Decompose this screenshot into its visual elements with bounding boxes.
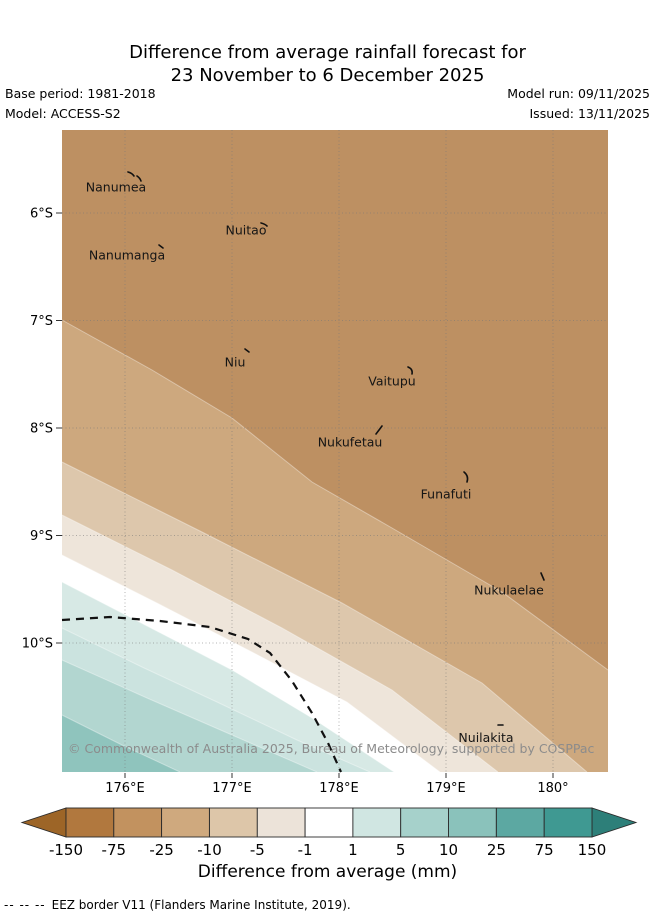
model-text: Model: ACCESS-S2 bbox=[5, 106, 121, 121]
base-period-text: Base period: 1981-2018 bbox=[5, 86, 156, 101]
colorbar-tick: -1 bbox=[298, 841, 313, 859]
island-marker-nanumea bbox=[127, 171, 142, 182]
colorbar-segment bbox=[304, 807, 354, 838]
island-marker-funafuti bbox=[463, 471, 469, 483]
island-marker-nuitao bbox=[260, 222, 268, 227]
band-10-to-25 bbox=[62, 660, 317, 772]
lon-label: 176°E bbox=[105, 781, 145, 796]
contour-line bbox=[61, 514, 499, 773]
colorbar-segment bbox=[256, 807, 306, 838]
figure-title-line1: Difference from average rainfall forecas… bbox=[129, 42, 526, 63]
copyright-text: © Commonwealth of Australia 2025, Bureau… bbox=[68, 741, 594, 756]
colorbar-tick: -10 bbox=[197, 841, 222, 859]
issued-text: Issued: 13/11/2025 bbox=[529, 106, 651, 121]
colorbar: -150 -75 -25 -10 -5 -1 1 5 10 25 75 150 bbox=[20, 807, 638, 859]
graticule bbox=[62, 130, 608, 772]
island-label-niu: Niu bbox=[225, 355, 246, 370]
latitude-axis: 6°S 7°S 8°S 9°S 10°S bbox=[22, 207, 62, 652]
colorbar-tick: 25 bbox=[487, 841, 506, 859]
eez-border-line bbox=[61, 615, 343, 773]
colorbar-tick: -5 bbox=[250, 841, 265, 859]
eez-legend-text: EEZ border V11 (Flanders Marine Institut… bbox=[51, 898, 351, 912]
contour-line bbox=[61, 627, 371, 773]
island-label-nukufetau: Nukufetau bbox=[318, 435, 383, 450]
figure-title-line2: 23 November to 6 December 2025 bbox=[170, 65, 485, 86]
island-label-vaitupu: Vaitupu bbox=[368, 374, 415, 389]
island-label-nuitao: Nuitao bbox=[226, 223, 267, 238]
model-run-text: Model run: 09/11/2025 bbox=[507, 86, 650, 101]
colorbar-tick: -25 bbox=[149, 841, 174, 859]
island-label-nanumanga: Nanumanga bbox=[89, 248, 165, 263]
band-25-to-75 bbox=[62, 715, 180, 772]
colorbar-segment bbox=[65, 807, 115, 838]
colorbar-segment bbox=[543, 807, 593, 838]
lon-label: 177°E bbox=[212, 781, 252, 796]
island-label-nukulaelae: Nukulaelae bbox=[474, 583, 544, 598]
island-marker-vaitupu bbox=[407, 366, 413, 375]
lon-label: 180° bbox=[537, 781, 568, 796]
colorbar-tick: -75 bbox=[102, 841, 127, 859]
colorbar-label: Difference from average (mm) bbox=[197, 862, 458, 882]
colorbar-segment bbox=[448, 807, 497, 838]
colorbar-tick: 10 bbox=[439, 841, 458, 859]
colorbar-arrow-right bbox=[591, 807, 638, 838]
colorbar-segment bbox=[400, 807, 449, 838]
lon-label: 178°E bbox=[319, 781, 359, 796]
colorbar-segment bbox=[161, 807, 210, 838]
lat-label: 10°S bbox=[22, 637, 53, 652]
island-marker-nanumanga bbox=[158, 244, 164, 249]
colorbar-tick: 5 bbox=[396, 841, 406, 859]
lat-label: 6°S bbox=[30, 207, 53, 222]
island-label-nanumea: Nanumea bbox=[86, 180, 146, 195]
lat-label: 7°S bbox=[30, 314, 53, 329]
contour-line bbox=[61, 714, 181, 773]
contour-line bbox=[61, 461, 588, 773]
colorbar-tick: -150 bbox=[49, 841, 83, 859]
map-canvas: 6°S 7°S 8°S 9°S 10°S 176°E 177°E 178°E 1… bbox=[22, 130, 609, 796]
contour-line bbox=[61, 319, 609, 671]
colorbar-tick: 150 bbox=[578, 841, 607, 859]
island-marker-nukulaelae bbox=[540, 572, 545, 581]
contour-line bbox=[61, 659, 318, 773]
lat-label: 8°S bbox=[30, 422, 53, 437]
island-label-nuilakita: Nuilakita bbox=[458, 730, 513, 745]
colorbar-tick: 75 bbox=[535, 841, 554, 859]
colorbar-segment bbox=[113, 807, 163, 838]
lat-label: 9°S bbox=[30, 529, 53, 544]
lon-label: 179°E bbox=[426, 781, 466, 796]
colorbar-tick: 1 bbox=[348, 841, 358, 859]
island-label-funafuti: Funafuti bbox=[421, 487, 472, 502]
colorbar-segment bbox=[495, 807, 545, 838]
contour-line bbox=[61, 554, 441, 773]
eez-legend-dash-sample: -- -- -- bbox=[4, 898, 46, 912]
island-marker-niu bbox=[244, 348, 250, 353]
colorbar-arrow-left bbox=[20, 807, 67, 838]
colorbar-segment bbox=[352, 807, 402, 838]
map-area: Nanumea Nuitao Nanumanga Niu Vaitupu Nuk… bbox=[61, 130, 609, 773]
eez-legend: -- -- -- EEZ border V11 (Flanders Marine … bbox=[4, 898, 351, 912]
colorbar-segment bbox=[209, 807, 258, 838]
longitude-axis: 176°E 177°E 178°E 179°E 180° bbox=[105, 773, 569, 796]
island-marker-nukufetau bbox=[375, 425, 383, 435]
